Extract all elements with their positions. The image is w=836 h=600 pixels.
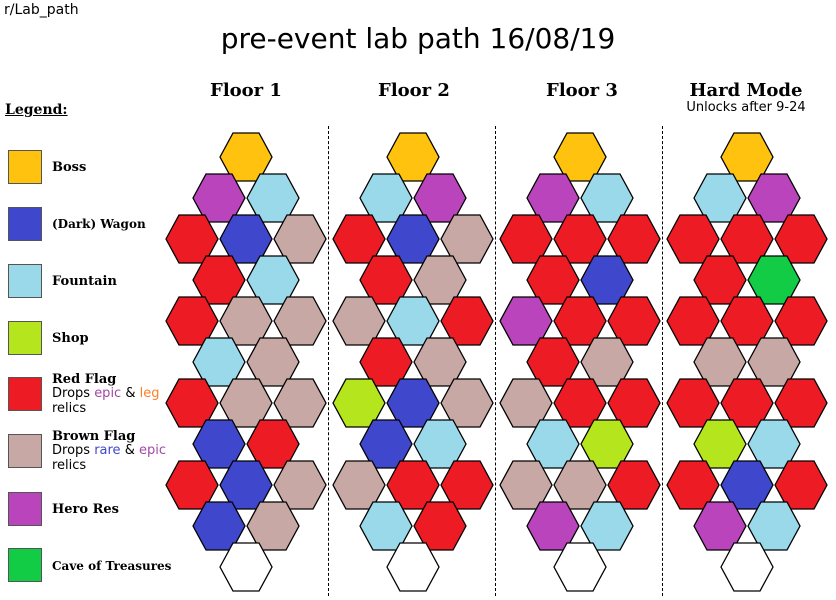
legend-swatch-fountain [8,264,42,298]
hex-tile-empty [386,542,440,592]
hex-tile-red [666,378,720,428]
legend-item-boss: Boss [8,150,178,190]
hex-tile-empty [219,542,273,592]
legend-item-brown-flag: Brown Flag Drops rare & epic relics [8,429,178,484]
legend-label-shop: Shop [52,331,89,346]
red-flag-desc-mid: & [121,386,140,401]
legend-swatch-cave [8,548,42,582]
hex-tile-red [165,378,219,428]
floor-2-hex-grid [332,132,494,592]
legend-label-red-flag: Red Flag [52,372,117,387]
legend-item-shop: Shop [8,321,178,361]
legend-title: Legend: [5,102,68,118]
red-flag-desc-prefix: Drops [52,386,95,401]
hard-mode-subtitle: Unlocks after 9-24 [686,100,806,115]
hex-tile-brown [499,460,553,510]
hex-tile-red [165,214,219,264]
hex-tile-hero [499,296,553,346]
brown-flag-desc-prefix: Drops [52,443,95,458]
floor-4-hex-grid [666,132,828,592]
legend-swatch-boss [8,150,42,184]
hard-mode-heading: Hard Mode [689,80,803,101]
page-title: pre-event lab path 16/08/19 [220,22,616,55]
floor-divider-1 [328,126,329,596]
hex-tile-wagon [192,501,246,551]
legend-swatch-red-flag [8,377,42,411]
legend-label-brown-flag: Brown Flag [52,429,136,444]
hex-tile-brown [332,296,386,346]
red-flag-desc-leg: leg [139,386,160,401]
hex-tile-red [666,460,720,510]
hex-tile-fountain [359,501,413,551]
floor-2-heading: Floor 2 [378,80,450,101]
subreddit-label: r/Lab_path [4,2,79,18]
floor-1-heading: Floor 1 [210,80,282,101]
red-flag-desc-epic: epic [94,386,122,401]
hex-tile-empty [720,542,774,592]
legend-label-fountain: Fountain [52,274,117,289]
hex-tile-brown [499,378,553,428]
legend-label-wagon: (Dark) Wagon [52,217,146,231]
hex-tile-red [165,460,219,510]
legend-swatch-hero-res [8,492,42,526]
floor-3-hex-grid [499,132,661,592]
hex-tile-red [499,214,553,264]
legend-label-boss: Boss [52,160,87,175]
floor-3-heading: Floor 3 [546,80,618,101]
red-flag-desc-line2: relics [52,401,87,416]
legend-item-hero-res: Hero Res [8,492,178,532]
legend-label-cave: Cave of Treasures [52,559,172,573]
legend-desc-red-flag: Drops epic & leg relics [52,386,159,416]
hex-tile-red [666,214,720,264]
hex-tile-shop [332,378,386,428]
hex-tile-red [332,214,386,264]
legend-item-cave: Cave of Treasures [8,548,178,588]
floor-1-hex-grid [165,132,327,592]
legend-swatch-brown-flag [8,434,42,468]
legend-item-red-flag: Red Flag Drops epic & leg relics [8,372,178,427]
hex-tile-red [165,296,219,346]
legend-label-hero-res: Hero Res [52,502,119,517]
brown-flag-desc-line2: relics [52,458,87,473]
hex-tile-hero [526,501,580,551]
floor-divider-2 [495,126,496,596]
legend-swatch-wagon [8,207,42,241]
hex-tile-red [666,296,720,346]
floor-divider-3 [662,126,663,596]
hex-tile-hero [693,501,747,551]
legend-swatch-shop [8,321,42,355]
hex-tile-brown [332,460,386,510]
brown-flag-desc-rare: rare [94,443,121,458]
brown-flag-desc-epic: epic [138,443,166,458]
legend-item-fountain: Fountain [8,264,178,304]
brown-flag-desc-mid: & [120,443,139,458]
hex-tile-empty [553,542,607,592]
legend-item-wagon: (Dark) Wagon [8,207,178,247]
legend-desc-brown-flag: Drops rare & epic relics [52,443,166,473]
